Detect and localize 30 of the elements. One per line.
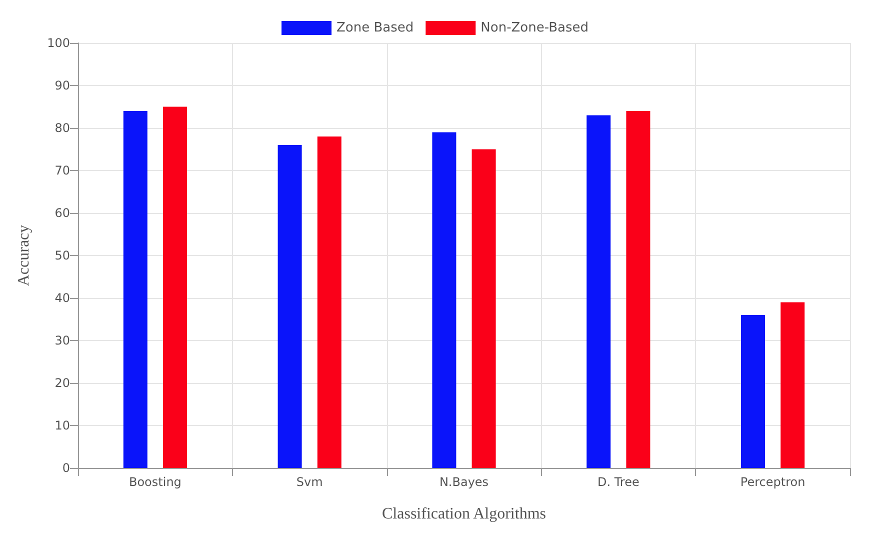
y-tick-label: 40 (54, 291, 70, 305)
y-axis-title: Accuracy (16, 224, 32, 286)
y-tick-label: 80 (54, 121, 70, 135)
x-tick-label: Boosting (128, 475, 182, 489)
bar (317, 136, 342, 468)
y-tick-label: 90 (54, 78, 70, 92)
y-tick-label: 50 (54, 248, 70, 262)
bar (472, 149, 496, 468)
x-tick-label: Perceptron (740, 475, 806, 489)
bar (163, 106, 187, 468)
y-tick-label: 10 (54, 418, 70, 432)
x-tick-label: Svm (296, 475, 323, 489)
bar (123, 111, 148, 468)
bar (780, 302, 805, 468)
bar (741, 315, 765, 468)
y-tick-label: 100 (47, 36, 70, 50)
x-axis-title: Classification Algorithms (382, 506, 546, 522)
y-tick-label: 0 (62, 461, 70, 475)
x-tick-label: N.Bayes (439, 475, 489, 489)
legend-label: Non-Zone-Based (480, 20, 588, 36)
y-tick-label: 20 (54, 376, 70, 390)
y-tick-label: 60 (54, 206, 70, 220)
bar (278, 145, 302, 468)
x-tick-label: D. Tree (597, 475, 640, 489)
y-tick-label: 70 (54, 164, 70, 178)
bar (586, 115, 611, 468)
bar (432, 132, 456, 468)
legend-label: Zone Based (336, 20, 414, 36)
bar (626, 111, 650, 468)
y-tick-label: 30 (54, 334, 70, 348)
